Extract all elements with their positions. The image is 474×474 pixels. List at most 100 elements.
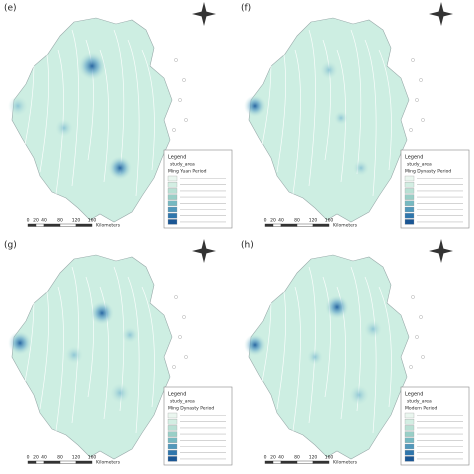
scale-segment: [264, 460, 274, 464]
island: [419, 315, 423, 319]
county-border: [127, 39, 140, 197]
scale-segment: [43, 460, 61, 464]
legend-swatch: [404, 437, 415, 443]
island: [182, 315, 186, 319]
density-hotspot: [307, 349, 323, 365]
county-border: [378, 286, 392, 408]
legend-swatch: [404, 194, 415, 200]
density-hotspot: [325, 295, 349, 319]
scale-label: 20: [270, 455, 276, 461]
scale-label: 20: [33, 455, 39, 461]
north-arrow: [429, 2, 453, 26]
density-hotspot: [244, 95, 266, 117]
legend-swatch: [167, 213, 178, 219]
county-border: [23, 29, 35, 151]
island: [411, 295, 415, 299]
scale-segment: [272, 223, 282, 227]
island: [411, 58, 415, 62]
scale-unit: Kilometers: [96, 460, 121, 466]
scale-segment: [59, 460, 77, 464]
island: [184, 355, 188, 359]
county-border: [378, 49, 392, 171]
scale-label: 80: [294, 455, 300, 461]
scale-segment: [75, 460, 93, 464]
panel-label: (h): [241, 241, 254, 251]
island: [174, 295, 178, 299]
island: [182, 78, 186, 82]
density-hotspot: [90, 301, 114, 325]
density-hotspot: [334, 111, 348, 125]
density-hotspot: [110, 383, 130, 403]
legend-swatch: [404, 456, 415, 462]
county-border: [292, 286, 301, 432]
scale-label: 0: [264, 218, 267, 224]
density-hotspot: [55, 119, 73, 137]
county-border: [350, 29, 362, 175]
scale-segment: [264, 223, 274, 227]
scale-segment: [35, 223, 45, 227]
island: [178, 335, 182, 339]
scale-segment: [43, 223, 61, 227]
legend-swatch: [404, 213, 415, 219]
legend-swatch: [404, 188, 415, 194]
legend-swatch: [404, 206, 415, 213]
legend-title: Legend: [168, 392, 186, 398]
legend-swatch: [404, 219, 415, 225]
county-border: [55, 286, 64, 432]
scale-label: 40: [41, 218, 47, 224]
legend-swatch: [404, 450, 415, 456]
county-border: [127, 276, 140, 434]
scale-label: 80: [57, 218, 63, 224]
county-border: [322, 276, 331, 398]
county-border: [113, 29, 125, 175]
county-border: [141, 49, 155, 171]
county-border: [276, 276, 287, 410]
density-hotspot: [8, 96, 28, 116]
county-border: [99, 286, 110, 420]
density-hotspot: [122, 327, 138, 343]
legend-swatch: [404, 431, 415, 437]
legend-swatch: [167, 175, 178, 182]
scale-segment: [59, 223, 77, 227]
scale-label: 80: [57, 455, 63, 461]
county-border: [85, 39, 94, 161]
county-border: [260, 29, 272, 151]
island: [421, 355, 425, 359]
island: [184, 118, 188, 122]
density-hotspot: [8, 331, 32, 355]
legend-swatch: [167, 188, 178, 194]
island: [419, 78, 423, 82]
legend-layer: study_area: [407, 162, 432, 168]
county-border: [322, 39, 331, 161]
legend-swatch: [404, 425, 415, 431]
density-hotspot: [353, 160, 369, 176]
density-hotspot: [244, 334, 266, 356]
scale-label: 160: [88, 218, 97, 224]
legend-swatch: [404, 419, 415, 425]
legend-swatch: [404, 443, 415, 450]
county-border: [141, 286, 155, 408]
county-border: [85, 276, 94, 398]
county-border: [276, 39, 287, 173]
legend-swatch: [167, 425, 178, 431]
county-border: [292, 49, 301, 195]
scale-label: 120: [309, 218, 318, 224]
island: [415, 335, 419, 339]
study-area: [248, 254, 410, 460]
scale-segment: [296, 223, 314, 227]
density-hotspot: [349, 385, 369, 405]
county-border: [308, 266, 316, 424]
island: [421, 118, 425, 122]
scale-unit: Kilometers: [333, 223, 358, 229]
island: [415, 98, 419, 102]
island: [172, 365, 176, 369]
density-hotspot: [320, 61, 338, 79]
county-border: [308, 29, 316, 187]
county-border: [336, 49, 347, 183]
legend-period: Ming Dynasty Period: [168, 406, 214, 412]
scale-label: 80: [294, 218, 300, 224]
island: [409, 128, 413, 132]
